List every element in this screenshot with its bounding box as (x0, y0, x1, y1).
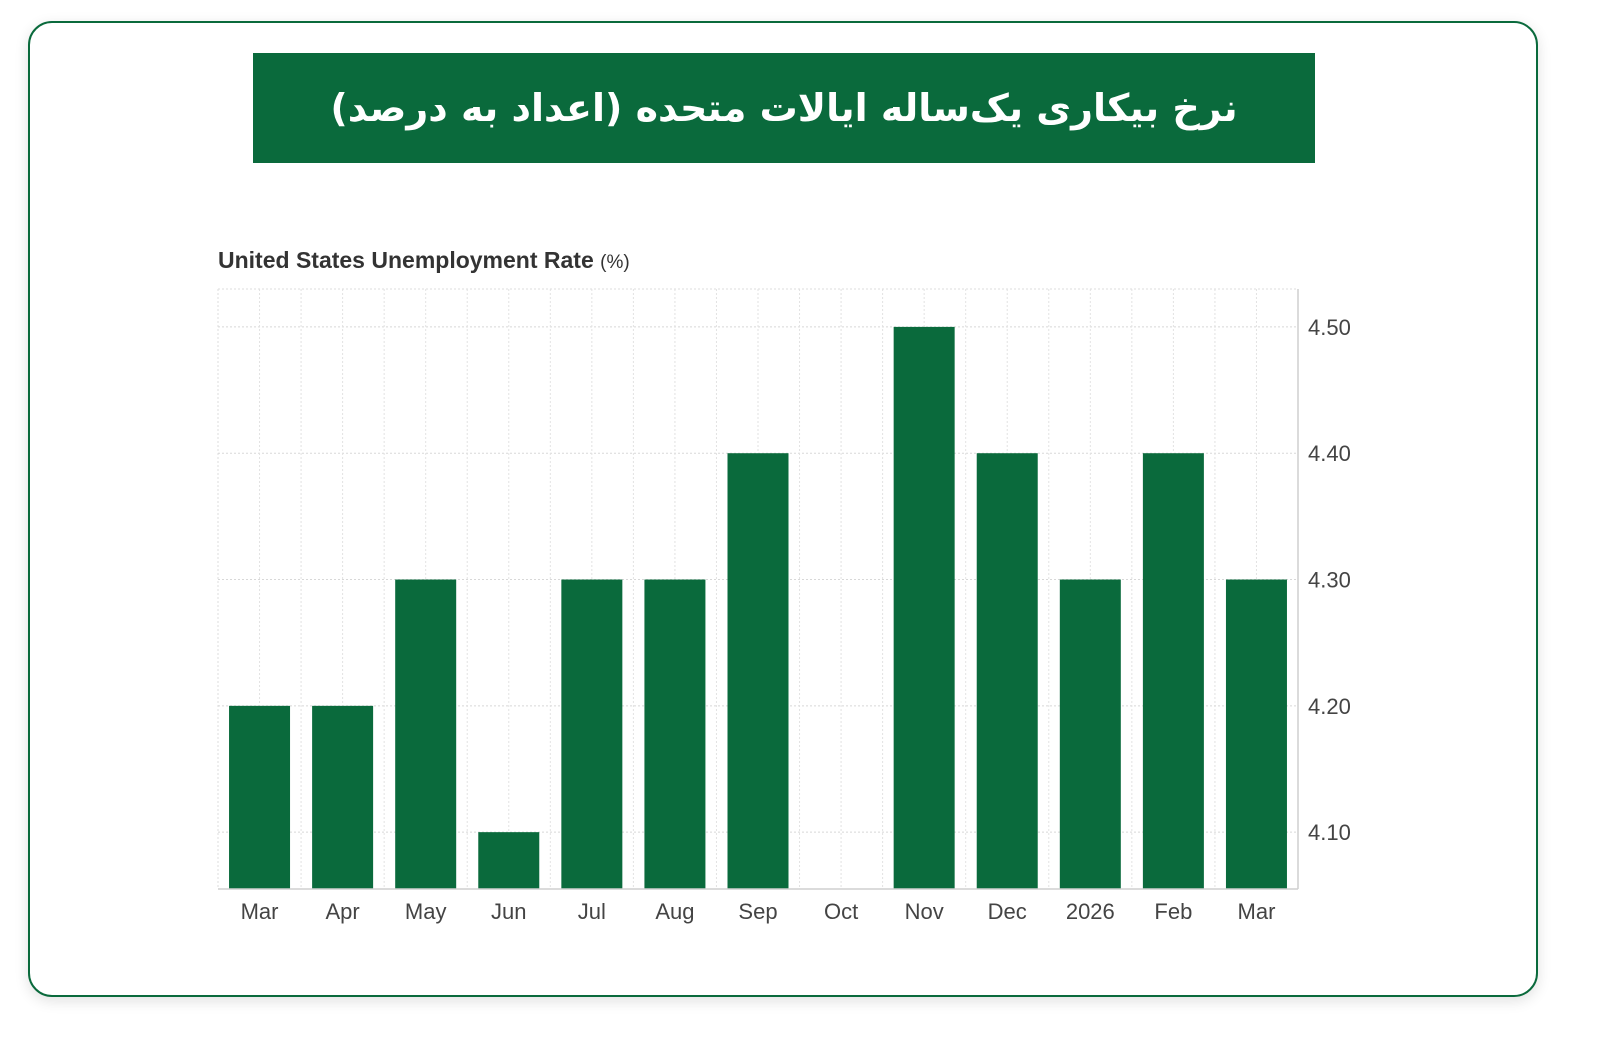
x-tick-label: Sep (738, 899, 777, 924)
x-tick-label: Aug (655, 899, 694, 924)
x-tick-label: 2026 (1066, 899, 1115, 924)
bar (1142, 453, 1204, 889)
x-tick-label: Feb (1154, 899, 1192, 924)
bar (976, 453, 1038, 889)
bar (1225, 579, 1287, 889)
bar (229, 705, 291, 889)
x-tick-label: Jul (578, 899, 606, 924)
x-tick-label: Jun (491, 899, 526, 924)
x-tick-label: Oct (824, 899, 858, 924)
x-tick-label: Mar (1238, 899, 1276, 924)
bar (395, 579, 457, 889)
bar (1059, 579, 1121, 889)
y-tick-label: 4.30 (1308, 568, 1351, 593)
x-tick-label: Mar (241, 899, 279, 924)
bar (312, 705, 374, 889)
chart-title-text: United States Unemployment Rate (218, 247, 594, 273)
x-tick-label: Dec (988, 899, 1027, 924)
y-tick-label: 4.10 (1308, 820, 1351, 845)
bar (644, 579, 706, 889)
y-tick-label: 4.20 (1308, 694, 1351, 719)
banner-title: نرخ بیکاری یک‌ساله ایالات متحده (اعداد ب… (330, 86, 1238, 130)
bar (478, 832, 540, 889)
chart-title: United States Unemployment Rate (%) (218, 247, 630, 274)
x-tick-label: Apr (325, 899, 359, 924)
bar (561, 579, 623, 889)
chart-title-unit: (%) (600, 252, 630, 273)
bar (727, 453, 789, 889)
y-tick-label: 4.50 (1308, 315, 1351, 340)
bar (893, 326, 955, 889)
x-tick-label: Nov (905, 899, 944, 924)
y-tick-label: 4.40 (1308, 441, 1351, 466)
x-tick-label: May (405, 899, 447, 924)
title-banner: نرخ بیکاری یک‌ساله ایالات متحده (اعداد ب… (253, 53, 1315, 163)
